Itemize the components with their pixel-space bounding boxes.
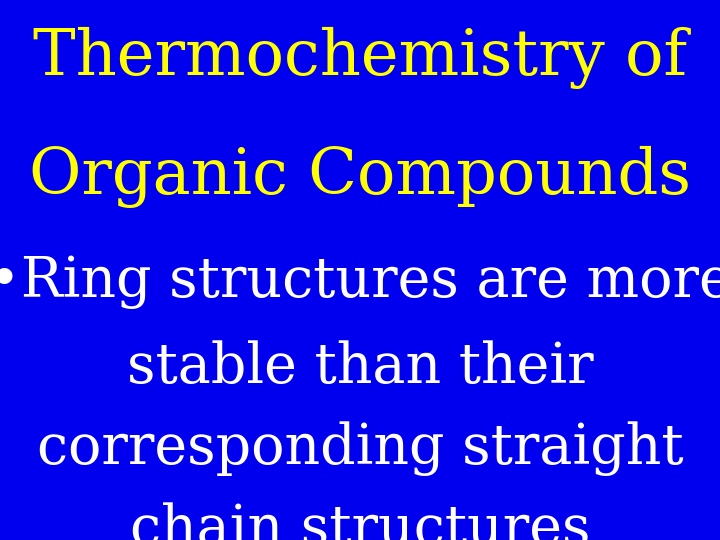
Text: chain structures: chain structures (130, 502, 590, 540)
Text: Organic Compounds: Organic Compounds (29, 146, 691, 208)
Text: Thermochemistry of: Thermochemistry of (33, 27, 687, 89)
Text: •Ring structures are more: •Ring structures are more (0, 254, 720, 308)
Text: corresponding straight: corresponding straight (37, 421, 683, 476)
Text: stable than their: stable than their (127, 340, 593, 395)
